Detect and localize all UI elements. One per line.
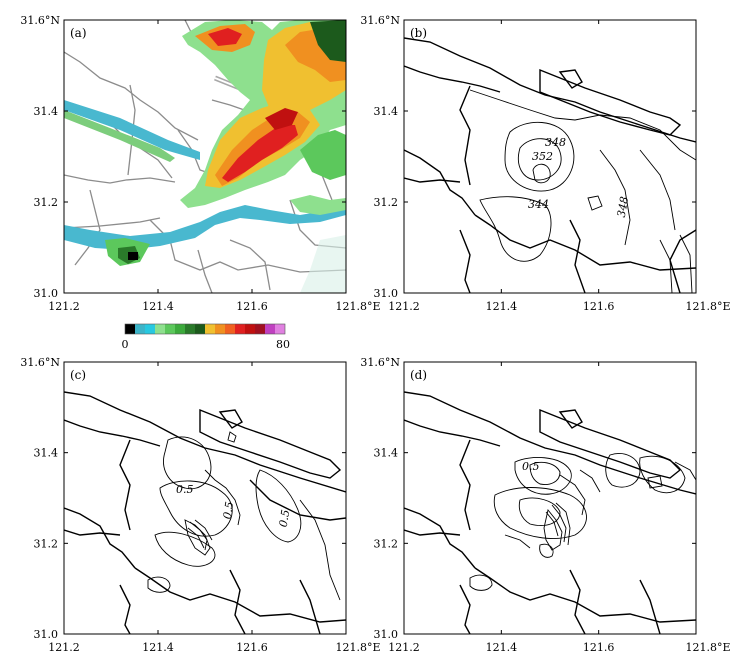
colorbar-cell — [215, 324, 225, 334]
panel-b-contour-label-3: 344 — [528, 198, 549, 211]
y-tick-label-panel-c: 31.4 — [34, 447, 59, 460]
panel-d-label: (d) — [410, 368, 427, 382]
panel-c-contour-label-1: 0.5 — [176, 483, 194, 496]
panel-a-reflectivity — [64, 20, 346, 293]
colorbar-cells — [125, 324, 285, 334]
y-tick-label-panel-d: 31.6°N — [360, 356, 400, 369]
colorbar-cell — [275, 324, 285, 334]
colorbar-cell — [255, 324, 265, 334]
x-tick-label-panel-c: 121.2 — [48, 641, 80, 654]
panel-c-frame — [63, 361, 347, 635]
y-tick-label-panel-c: 31.6°N — [20, 356, 60, 369]
y-tick-label-panel-b: 31.4 — [374, 105, 399, 118]
y-tick-label-panel-a: 31.4 — [34, 105, 59, 118]
colorbar-cell — [145, 324, 155, 334]
colorbar-cell — [155, 324, 165, 334]
x-tick-label-panel-d: 121.6 — [583, 641, 615, 654]
x-tick-label-panel-a: 121.2 — [48, 300, 80, 313]
colorbar-cell — [125, 324, 135, 334]
y-tick-label-panel-a: 31.2 — [34, 196, 59, 209]
colorbar-cell — [195, 324, 205, 334]
colorbar-cell — [165, 324, 175, 334]
panel-b-label: (b) — [410, 26, 427, 40]
colorbar-cell — [245, 324, 255, 334]
colorbar-cell — [175, 324, 185, 334]
panel-a-plot — [64, 20, 346, 293]
x-tick-label-panel-a: 121.8°E — [335, 300, 380, 313]
axis-ticks: 121.231.0121.431.2121.631.4121.8°E31.6°N… — [20, 14, 730, 654]
colorbar-cell — [265, 324, 275, 334]
y-tick-label-panel-d: 31.0 — [374, 628, 399, 641]
panel-c-contour-label-3: 0.5 — [277, 509, 293, 528]
x-tick-label-panel-a: 121.4 — [142, 300, 174, 313]
panel-d: 0.5 (d) — [403, 361, 697, 635]
y-tick-label-panel-b: 31.2 — [374, 196, 399, 209]
panel-b: 348 352 344 348 (b) — [403, 19, 697, 294]
panel-d-plot: 0.5 — [404, 362, 696, 634]
panel-b-contour-label-4: 348 — [615, 195, 631, 218]
colorbar-cell — [135, 324, 145, 334]
panel-d-frame — [403, 361, 697, 635]
y-tick-label-panel-a: 31.0 — [34, 287, 59, 300]
panel-c-map-boundaries — [64, 391, 346, 634]
x-tick-label-panel-c: 121.4 — [142, 641, 174, 654]
panel-b-map-boundaries — [404, 37, 696, 293]
y-tick-label-panel-a: 31.6°N — [20, 14, 60, 27]
panel-d-contour-label-1: 0.5 — [522, 460, 540, 473]
y-tick-label-panel-c: 31.2 — [34, 537, 59, 550]
panel-c-contour-label-2: 0.5 — [221, 501, 237, 520]
y-tick-label-panel-d: 31.4 — [374, 447, 399, 460]
y-tick-label-panel-b: 31.0 — [374, 287, 399, 300]
x-tick-label-panel-b: 121.2 — [388, 300, 420, 313]
panel-a-label: (a) — [70, 26, 87, 40]
panel-d-contours — [469, 453, 696, 591]
panel-a: (a) — [63, 19, 347, 294]
panel-b-contour-label-1: 348 — [545, 136, 566, 149]
y-tick-label-panel-b: 31.6°N — [360, 14, 400, 27]
panel-b-contours — [469, 89, 696, 293]
panel-a-frame — [63, 19, 347, 294]
panel-b-frame — [403, 19, 697, 294]
x-tick-label-panel-b: 121.4 — [486, 300, 518, 313]
x-tick-label-panel-d: 121.8°E — [685, 641, 730, 654]
panel-d-map-boundaries — [404, 391, 696, 634]
x-tick-label-panel-d: 121.2 — [388, 641, 420, 654]
colorbar-cell — [185, 324, 195, 334]
x-tick-label-panel-a: 121.6 — [236, 300, 268, 313]
y-tick-label-panel-d: 31.2 — [374, 537, 399, 550]
x-tick-label-panel-d: 121.4 — [486, 641, 518, 654]
colorbar-cell — [225, 324, 235, 334]
x-tick-label-panel-c: 121.8°E — [335, 641, 380, 654]
colorbar: 0 80 — [122, 323, 290, 351]
panel-c: 0.5 0.5 0.5 (c) — [63, 361, 347, 635]
colorbar-min-label: 0 — [122, 338, 129, 351]
colorbar-max-label: 80 — [276, 338, 290, 351]
panel-c-contours — [147, 431, 341, 601]
y-tick-label-panel-c: 31.0 — [34, 628, 59, 641]
colorbar-cell — [205, 324, 215, 334]
colorbar-cell — [235, 324, 245, 334]
panel-c-plot: 0.5 0.5 0.5 — [64, 362, 346, 634]
panel-c-label: (c) — [70, 368, 86, 382]
x-tick-label-panel-b: 121.6 — [583, 300, 615, 313]
x-tick-label-panel-c: 121.6 — [236, 641, 268, 654]
x-tick-label-panel-b: 121.8°E — [685, 300, 730, 313]
panel-b-plot: 348 352 344 348 — [404, 20, 696, 293]
panel-b-contour-label-2: 352 — [532, 150, 553, 163]
